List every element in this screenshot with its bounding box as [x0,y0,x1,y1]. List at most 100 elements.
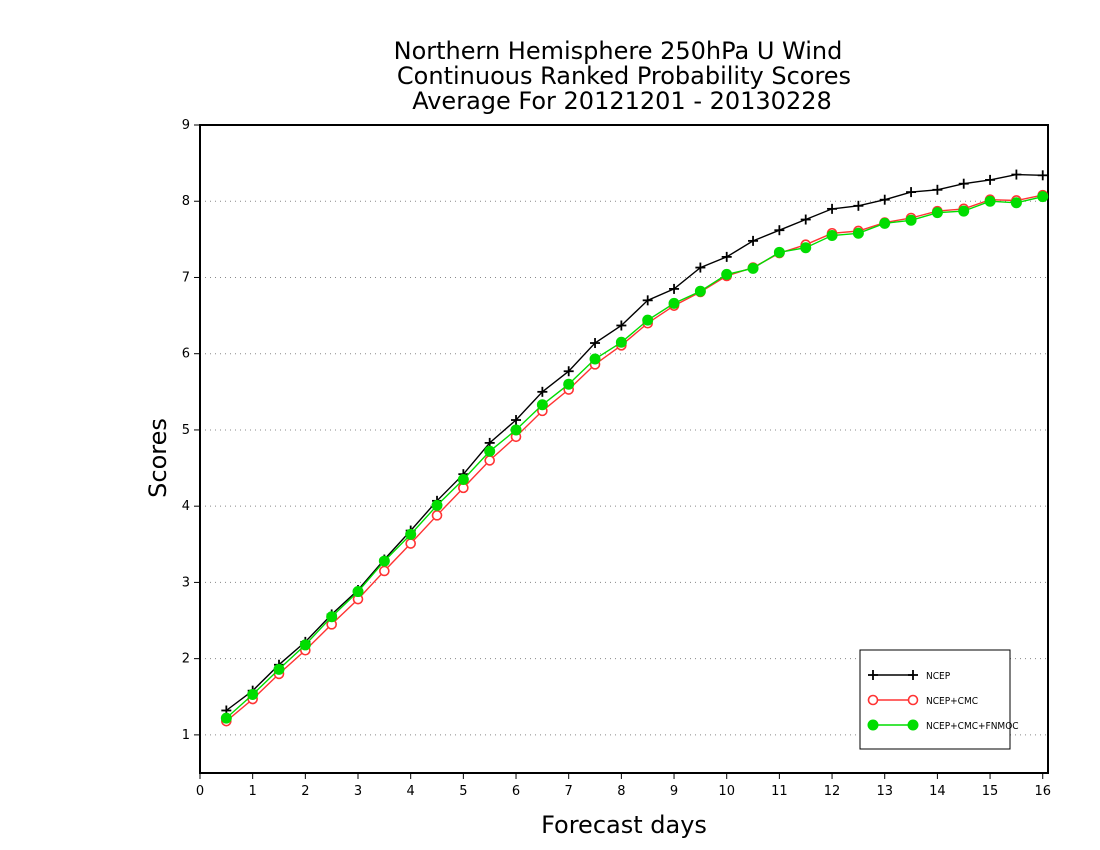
data-point-ncep-cmc-fnmoc-8 [431,499,443,511]
data-point-ncep-24 [853,200,864,211]
data-point-ncep-cmc-fnmoc-26 [905,214,917,226]
x-tick-label-14: 14 [929,784,946,799]
series-line-ncep [225,173,1043,712]
x-tick-label-11: 11 [771,784,788,799]
data-point-ncep-cmc-fnmoc-17 [668,297,680,309]
data-point-ncep-20 [748,235,759,246]
chart-title-line-3: Average For 20121201 - 20130228 [412,87,832,115]
data-point-ncep-cmc-fnmoc-13 [563,378,575,390]
data-point-ncep-cmc-fnmoc-14 [589,353,601,365]
x-tick-label-2: 2 [301,784,309,799]
data-point-ncep-30 [1011,169,1022,180]
data-point-ncep-cmc-fnmoc-15 [615,336,627,348]
data-point-ncep-13 [563,366,574,377]
data-point-ncep-cmc-10 [484,455,495,466]
chart-title-line-1: Northern Hemisphere 250hPa U Wind [394,37,843,65]
y-tick-label-8: 8 [182,194,190,209]
y-tick-label-2: 2 [182,652,190,667]
data-point-ncep-cmc-fnmoc-19 [721,268,733,280]
y-tick-label-7: 7 [182,270,190,285]
data-point-ncep-cmc-7 [405,538,416,549]
data-point-ncep-25 [879,194,890,205]
data-point-ncep-cmc-8 [431,510,443,521]
plot-frame [199,124,1049,774]
data-point-ncep-cmc-fnmoc-9 [457,473,469,485]
data-point-ncep-29 [985,174,996,185]
legend-marker-start-ncep [868,670,878,680]
x-tick-label-7: 7 [565,784,573,799]
data-point-ncep-cmc-fnmoc-10 [484,445,496,457]
x-tick-label-1: 1 [249,784,257,799]
data-point-ncep-cmc-fnmoc-22 [800,242,812,254]
series-ncep-cmc [221,189,1049,727]
data-point-ncep-cmc-fnmoc-0 [220,712,232,724]
x-tick-label-6: 6 [512,784,520,799]
legend: NCEP NCEP+CMC NCEP+CMC+FNMOC [859,649,1019,750]
series-line-ncep-cmc-fnmoc [225,196,1043,719]
x-axis-label: Forecast days [541,811,707,839]
data-point-ncep-cmc-fnmoc-23 [826,230,838,242]
data-point-ncep-cmc-fnmoc-5 [352,586,364,598]
data-point-ncep-cmc-fnmoc-16 [642,314,654,326]
data-point-ncep-17 [669,283,680,294]
data-point-ncep-18 [695,262,706,273]
x-tick-label-9: 9 [670,784,678,799]
data-point-ncep-22 [800,214,811,225]
x-tick-label-12: 12 [824,784,841,799]
data-point-ncep-cmc-fnmoc-3 [299,639,311,651]
data-point-ncep-21 [774,225,785,236]
data-point-ncep-cmc-fnmoc-20 [747,262,759,274]
x-tick-label-0: 0 [196,784,204,799]
x-tick-label-8: 8 [617,784,625,799]
y-tick-label-5: 5 [182,423,190,438]
data-point-ncep-cmc-fnmoc-25 [879,217,891,229]
legend-marker-start-ncep-cmc-fnmoc [867,719,879,731]
x-tick-label-5: 5 [459,784,467,799]
series-lines [220,169,1049,727]
legend-box [859,649,1011,750]
data-point-ncep-28 [958,178,969,189]
legend-marker-end-ncep-cmc [907,694,919,706]
chart-title: Northern Hemisphere 250hPa U Wind Contin… [394,37,851,115]
data-point-ncep-23 [827,203,838,214]
legend-marker-end-ncep-cmc-fnmoc [907,719,919,731]
data-point-ncep-19 [721,251,732,262]
data-point-ncep-cmc-fnmoc-4 [326,611,338,623]
data-point-ncep-cmc-fnmoc-21 [773,246,785,258]
data-point-ncep-26 [906,187,917,198]
series-ncep [221,169,1048,716]
chart-title-line-2: Continuous Ranked Probability Scores [397,62,851,90]
data-point-ncep-15 [616,320,627,331]
legend-label-ncep-cmc: NCEP+CMC [926,696,978,707]
data-point-ncep-cmc-fnmoc-29 [984,195,996,207]
x-tick-label-16: 16 [1034,784,1051,799]
data-point-ncep-cmc-fnmoc-28 [958,205,970,217]
data-point-ncep-cmc-fnmoc-18 [694,285,706,297]
series-ncep-cmc-fnmoc [220,191,1049,724]
data-point-ncep-cmc-fnmoc-12 [536,399,548,411]
legend-marker-start-ncep-cmc [867,694,879,706]
y-tick-label-9: 9 [182,118,190,133]
legend-label-ncep-cmc-fnmoc: NCEP+CMC+FNMOC [926,721,1019,732]
data-point-ncep-cmc-fnmoc-2 [273,663,285,675]
data-point-ncep-cmc-fnmoc-24 [852,227,864,239]
data-point-ncep-14 [590,338,601,349]
data-point-ncep-cmc-fnmoc-31 [1037,191,1049,203]
data-point-ncep-cmc-fnmoc-1 [247,688,259,700]
data-point-ncep-cmc-fnmoc-7 [405,528,417,540]
x-tick-label-10: 10 [718,784,735,799]
data-point-ncep-11 [511,415,522,426]
legend-label-ncep: NCEP [926,671,951,682]
data-point-ncep-27 [932,184,943,195]
data-point-ncep-16 [642,295,653,306]
y-axis-label: Scores [144,418,172,498]
data-point-ncep-cmc-fnmoc-27 [931,207,943,219]
y-tick-label-1: 1 [182,728,190,743]
x-tick-label-3: 3 [354,784,362,799]
legend-marker-end-ncep [908,670,918,680]
data-point-ncep-cmc-fnmoc-6 [378,555,390,567]
y-tick-label-4: 4 [182,499,190,514]
data-point-ncep-cmc-fnmoc-11 [510,424,522,436]
